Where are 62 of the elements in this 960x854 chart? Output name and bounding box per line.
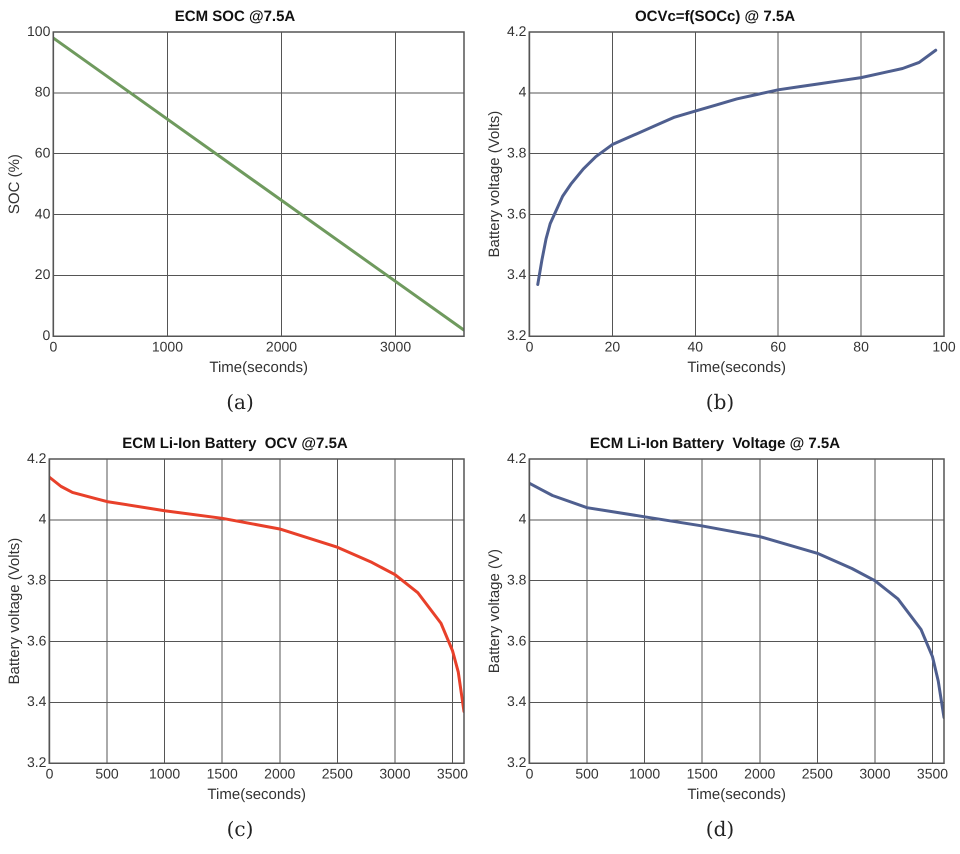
chart-title: OCVc=f(SOCc) @ 7.5A xyxy=(634,8,796,26)
x-tick-label: 2000 xyxy=(744,765,776,782)
x-tick-label: 1500 xyxy=(206,765,238,782)
y-tick-label: 3.4 xyxy=(506,693,527,710)
x-tick-label: 2000 xyxy=(266,338,298,354)
x-tick-label: 500 xyxy=(95,765,119,782)
x-tick-label: 2000 xyxy=(264,765,296,782)
y-tick-label: 4.2 xyxy=(26,450,47,466)
x-tick-label: 1000 xyxy=(149,765,180,782)
y-axis-title: Battery voltage (Volts) xyxy=(6,538,24,684)
y-tick-label: 0 xyxy=(42,327,51,344)
x-tick-label: 3000 xyxy=(859,765,891,782)
x-tick-label: 60 xyxy=(770,338,786,354)
x-tick-label: 1500 xyxy=(686,765,718,782)
y-axis-title: Battery voltage (V) xyxy=(486,548,504,674)
x-tick-label: 2500 xyxy=(322,765,354,782)
y-tick-label: 3.8 xyxy=(506,144,527,161)
x-tick-label: 3500 xyxy=(916,765,948,782)
y-tick-label: 100 xyxy=(27,22,51,39)
chart-title: ECM SOC @7.5A xyxy=(174,8,296,26)
x-axis-title: Time(seconds) xyxy=(687,786,786,804)
y-tick-label: 3.4 xyxy=(26,693,47,710)
y-axis-title: SOC (%) xyxy=(6,154,24,214)
y-tick-label: 4 xyxy=(518,510,527,527)
y-tick-label: 20 xyxy=(34,266,51,282)
text: (b) xyxy=(704,389,736,416)
y-tick-label: 3.6 xyxy=(506,205,527,222)
x-axis-title: Time(seconds) xyxy=(209,359,308,376)
y-tick-label: 3.2 xyxy=(26,754,47,770)
x-tick-label: 40 xyxy=(687,338,704,354)
x-tick-label: 3000 xyxy=(379,765,411,782)
x-tick-label: 3500 xyxy=(436,765,468,782)
x-tick-label: 1000 xyxy=(152,338,184,354)
y-tick-label: 3.8 xyxy=(26,572,47,588)
y-tick-label: 3.4 xyxy=(506,266,527,282)
x-axis-title: Time(seconds) xyxy=(687,359,786,376)
x-axis-title: Time(seconds) xyxy=(207,786,306,804)
y-tick-label: 40 xyxy=(34,205,51,222)
text: (a) xyxy=(225,389,255,416)
x-tick-label: 80 xyxy=(853,338,870,354)
x-tick-label: 2500 xyxy=(802,765,834,782)
y-tick-label: 3.2 xyxy=(506,754,527,770)
y-tick-label: 3.6 xyxy=(506,632,527,648)
y-tick-label: 80 xyxy=(34,84,51,100)
y-tick-label: 3.6 xyxy=(26,632,47,648)
y-tick-label: 60 xyxy=(34,144,51,161)
y-tick-label: 3.8 xyxy=(506,572,527,588)
y-tick-label: 3.2 xyxy=(506,327,527,344)
x-tick-label: 100 xyxy=(932,338,956,354)
text: (c) xyxy=(226,816,254,843)
y-tick-label: 4 xyxy=(38,510,47,527)
text: (d) xyxy=(704,816,736,843)
y-tick-label: 4 xyxy=(518,84,527,100)
chart-title: ECM Li-Ion Battery Voltage @ 7.5A xyxy=(590,435,840,452)
chart-title: ECM Li-Ion Battery OCV @7.5A xyxy=(122,435,348,452)
x-tick-label: 500 xyxy=(575,765,599,782)
y-axis-title: Battery voltage (Volts) xyxy=(486,110,504,258)
x-tick-label: 3000 xyxy=(380,338,412,354)
y-tick-label: 4.2 xyxy=(506,450,527,466)
x-tick-label: 20 xyxy=(604,338,620,354)
x-tick-label: 1000 xyxy=(629,765,660,782)
y-tick-label: 4.2 xyxy=(506,22,527,39)
